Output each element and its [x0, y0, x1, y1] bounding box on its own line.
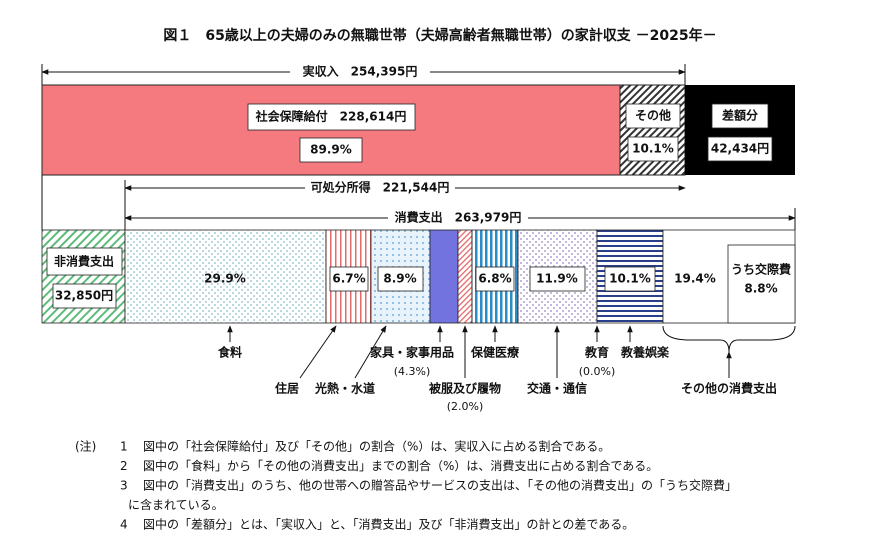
- transport-share: 11.9%: [536, 272, 578, 286]
- notes-heading: (注): [75, 439, 96, 454]
- note-text: 図中の「社会保障給付」及び「その他」の割合（%）は、実収入に占める割合である。: [143, 439, 610, 454]
- education-share: (0.0%): [579, 365, 616, 378]
- food-share: 29.9%: [204, 272, 246, 286]
- non-consumption-amount: 32,850円: [55, 289, 113, 303]
- other-income-segment: [619, 84, 686, 176]
- utilities-share: 8.9%: [383, 272, 416, 286]
- non-consumption-segment: [41, 229, 126, 324]
- income-label: 実収入 254,395円: [303, 64, 418, 79]
- medical-label: 保健医療: [470, 345, 519, 360]
- label-box: [299, 137, 363, 163]
- education-label: 教育: [584, 345, 609, 360]
- recreation-share: 10.1%: [609, 272, 651, 286]
- social-security-share: 89.9%: [310, 143, 352, 157]
- note-text: 図中の「食料」から「その他の消費支出」までの割合（%）は、消費支出に占める割合で…: [143, 458, 658, 473]
- label-bg: [290, 63, 430, 81]
- label-box: [475, 266, 515, 292]
- label-box: [247, 103, 416, 131]
- note-text: 図中の「消費支出」のうち、他の世帯への贈答品やサービスの支出は、「その他の消費支…: [143, 478, 737, 493]
- title: 図１ 65歳以上の夫婦のみの無職世帯（夫婦高齢者無職世帯）の家計収支 －2025…: [163, 27, 716, 44]
- non-consumption-label: 非消費支出: [54, 254, 114, 269]
- social-expense-share: 8.8%: [744, 282, 777, 296]
- other-income-share: 10.1%: [632, 142, 674, 156]
- utilities-label: 光熱・水道: [314, 381, 375, 396]
- clothing-share: (2.0%): [447, 400, 484, 413]
- furniture-label: 家具・家事用品: [370, 345, 454, 360]
- furniture-share: (4.3%): [394, 365, 431, 378]
- label-box: [711, 103, 769, 129]
- food-label: 食料: [217, 345, 242, 360]
- other-consumption-label: その他の消費支出: [681, 381, 777, 396]
- social-expense-segment: [727, 244, 796, 324]
- difference-amount: 42,434円: [711, 142, 769, 156]
- other-income-label: その他: [635, 108, 671, 123]
- note-number: 1: [120, 440, 128, 454]
- note-text: 図中の「差額分」とは、「実収入」と、「消費支出」及び「非消費支出」の計との差であ…: [143, 517, 634, 532]
- label-box: [627, 136, 679, 162]
- note-number: 2: [120, 459, 128, 473]
- social-security-label: 社会保障給付 228,614円: [255, 109, 407, 124]
- medical-share: 6.8%: [478, 272, 511, 286]
- disposable-label: 可処分所得 221,544円: [311, 180, 450, 195]
- housing-share: 6.7%: [332, 272, 365, 286]
- difference-label: 差額分: [721, 108, 758, 123]
- consumption-label: 消費支出 263,979円: [395, 210, 522, 225]
- other-consumption-share: 19.4%: [674, 272, 716, 286]
- label-box: [604, 266, 656, 292]
- label-box: [52, 283, 117, 309]
- pointers: [227, 325, 796, 379]
- label-box: [46, 247, 123, 276]
- transport-label: 交通・通信: [527, 381, 587, 396]
- note-text: に含まれている。: [128, 497, 224, 512]
- notes: 1 図中の「社会保障給付」及び「その他」の割合（%）は、実収入に占める割合である。…: [120, 439, 737, 532]
- furniture-segment: [429, 229, 459, 324]
- clothing-segment: [457, 229, 473, 324]
- label-box: [329, 266, 369, 292]
- label-box: [377, 266, 424, 292]
- clothing-label: 被服及び履物: [429, 381, 501, 396]
- note-number: 3: [120, 479, 128, 493]
- label-box: [625, 103, 681, 129]
- label-box: [707, 136, 773, 162]
- social-expense-label: うち交際費: [731, 262, 791, 277]
- label-box: [529, 266, 586, 292]
- difference-segment: [685, 85, 795, 175]
- recreation-label: 教養娯楽: [620, 345, 670, 360]
- label-bg: [388, 209, 528, 227]
- housing-label: 住居: [275, 381, 299, 396]
- label-bg: [305, 179, 455, 197]
- note-number: 4: [120, 518, 128, 532]
